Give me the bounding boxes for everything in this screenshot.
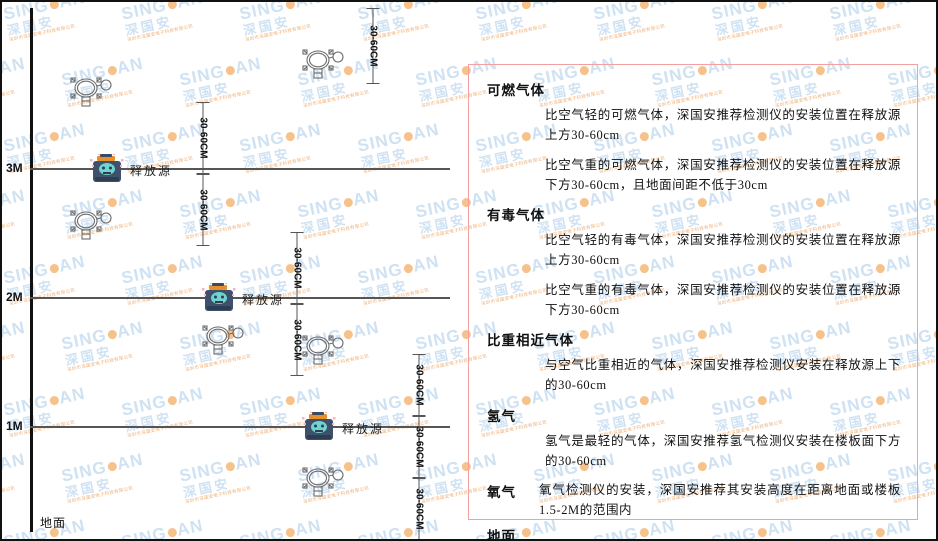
- dimension-line: 30-60CM: [406, 478, 432, 539]
- panel-section-heading: 地面: [487, 528, 516, 541]
- panel-section: 可燃气体 比空气轻的可燃气体，深国安推荐检测仪的安装位置在释放源上方30-60cm…: [487, 79, 901, 195]
- gas-detector-icon: [298, 464, 344, 498]
- dimension-line: 30-60CM: [190, 102, 216, 174]
- panel-section: 氢气氢气是最轻的气体，深国安推荐氢气检测仪安装在楼板面下方的30-60cm: [487, 405, 901, 472]
- axis-gridline: [30, 297, 450, 299]
- panel-section-heading: 有毒气体: [487, 208, 545, 223]
- panel-section-heading: 氧气: [487, 485, 516, 500]
- panel-paragraph: 与空气比重相近的气体，深国安推荐检测仪安装在释放源上下的30-60cm: [545, 358, 901, 393]
- gas-detector-icon: [298, 332, 344, 366]
- vertical-axis: [30, 8, 33, 532]
- gas-detector-icon: [298, 46, 344, 80]
- dimension-label: 30-60CM: [413, 364, 425, 406]
- dimension-label: 30-60CM: [367, 25, 379, 67]
- dimension-line: 30-60CM: [284, 304, 310, 376]
- panel-paragraph: 氧气检测仪的安装，深国安推荐其安装高度在距离地面或楼板1.5-2M的范围内: [539, 483, 901, 518]
- axis-tick-label: 3M: [6, 161, 23, 175]
- dimension-line: 30-60CM: [360, 8, 386, 84]
- panel-section: 地面检测仪地面间距，深国安推荐在30-60cm，且不得小于30cm，因为过低容易…: [487, 525, 901, 541]
- gas-detector-icon: [66, 74, 112, 108]
- installation-height-diagram: 3M 2M 1M 释放源 释放源 释放源 30-60CM 30-60CM 30-60CM 30…: [2, 2, 462, 539]
- dimension-line: 30-60CM: [190, 174, 216, 246]
- axis-tick-label: 2M: [6, 290, 23, 304]
- gas-detector-icon: [198, 322, 244, 356]
- panel-section-heading: 氢气: [487, 408, 516, 424]
- dimension-line: 30-60CM: [406, 416, 432, 478]
- dimension-label: 30-60CM: [291, 319, 303, 361]
- dimension-line: 30-60CM: [406, 354, 432, 416]
- panel-section: 比重相近气体与空气比重相近的气体，深国安推荐检测仪安装在释放源上下的30-60c…: [487, 329, 901, 396]
- panel-paragraph: 比空气轻的可燃气体，深国安推荐检测仪的安装位置在释放源上方30-60cm: [545, 108, 901, 143]
- release-source-icon: [202, 282, 236, 313]
- panel-paragraph: 比空气轻的有毒气体，深国安推荐检测仪的安装位置在释放源上方30-60cm: [545, 233, 901, 268]
- axis-tick-label: 1M: [6, 419, 23, 433]
- ground-label: 地面: [40, 516, 67, 530]
- panel-paragraph: 比空气重的有毒气体，深国安推荐检测仪的安装位置在释放源下方30-60cm: [545, 282, 901, 317]
- panel-paragraph: 比空气重的可燃气体，深国安推荐检测仪的安装位置在释放源下方30-60cm，且地面…: [545, 157, 901, 192]
- panel-section-heading: 比重相近气体: [487, 333, 574, 348]
- dimension-label: 30-60CM: [197, 117, 209, 159]
- axis-gridline: [30, 426, 450, 428]
- panel-paragraph: 氢气是最轻的气体，深国安推荐氢气检测仪安装在楼板面下方的30-60cm: [545, 433, 901, 468]
- release-source-label: 释放源: [130, 164, 173, 178]
- panel-section-heading: 可燃气体: [487, 83, 545, 98]
- axis-gridline: [30, 168, 450, 170]
- release-source-icon: [302, 411, 336, 442]
- panel-section: 氧气 氧气检测仪的安装，深国安推荐其安装高度在距离地面或楼板1.5-2M的范围内: [487, 480, 901, 521]
- release-source-icon: [90, 153, 124, 184]
- dimension-label: 30-60CM: [413, 488, 425, 530]
- dimension-label: 30-60CM: [413, 426, 425, 468]
- dimension-line: 30-60CM: [284, 232, 310, 304]
- panel-section: 有毒气体 比空气轻的有毒气体，深国安推荐检测仪的安装位置在释放源上方30-60cm…: [487, 204, 901, 320]
- gas-detector-icon: [66, 207, 112, 241]
- release-source-label: 释放源: [242, 293, 285, 307]
- dimension-label: 30-60CM: [197, 189, 209, 231]
- release-source-label: 释放源: [342, 422, 385, 436]
- dimension-label: 30-60CM: [291, 247, 303, 289]
- guidance-panel: 可燃气体 比空气轻的可燃气体，深国安推荐检测仪的安装位置在释放源上方30-60cm…: [468, 64, 918, 539]
